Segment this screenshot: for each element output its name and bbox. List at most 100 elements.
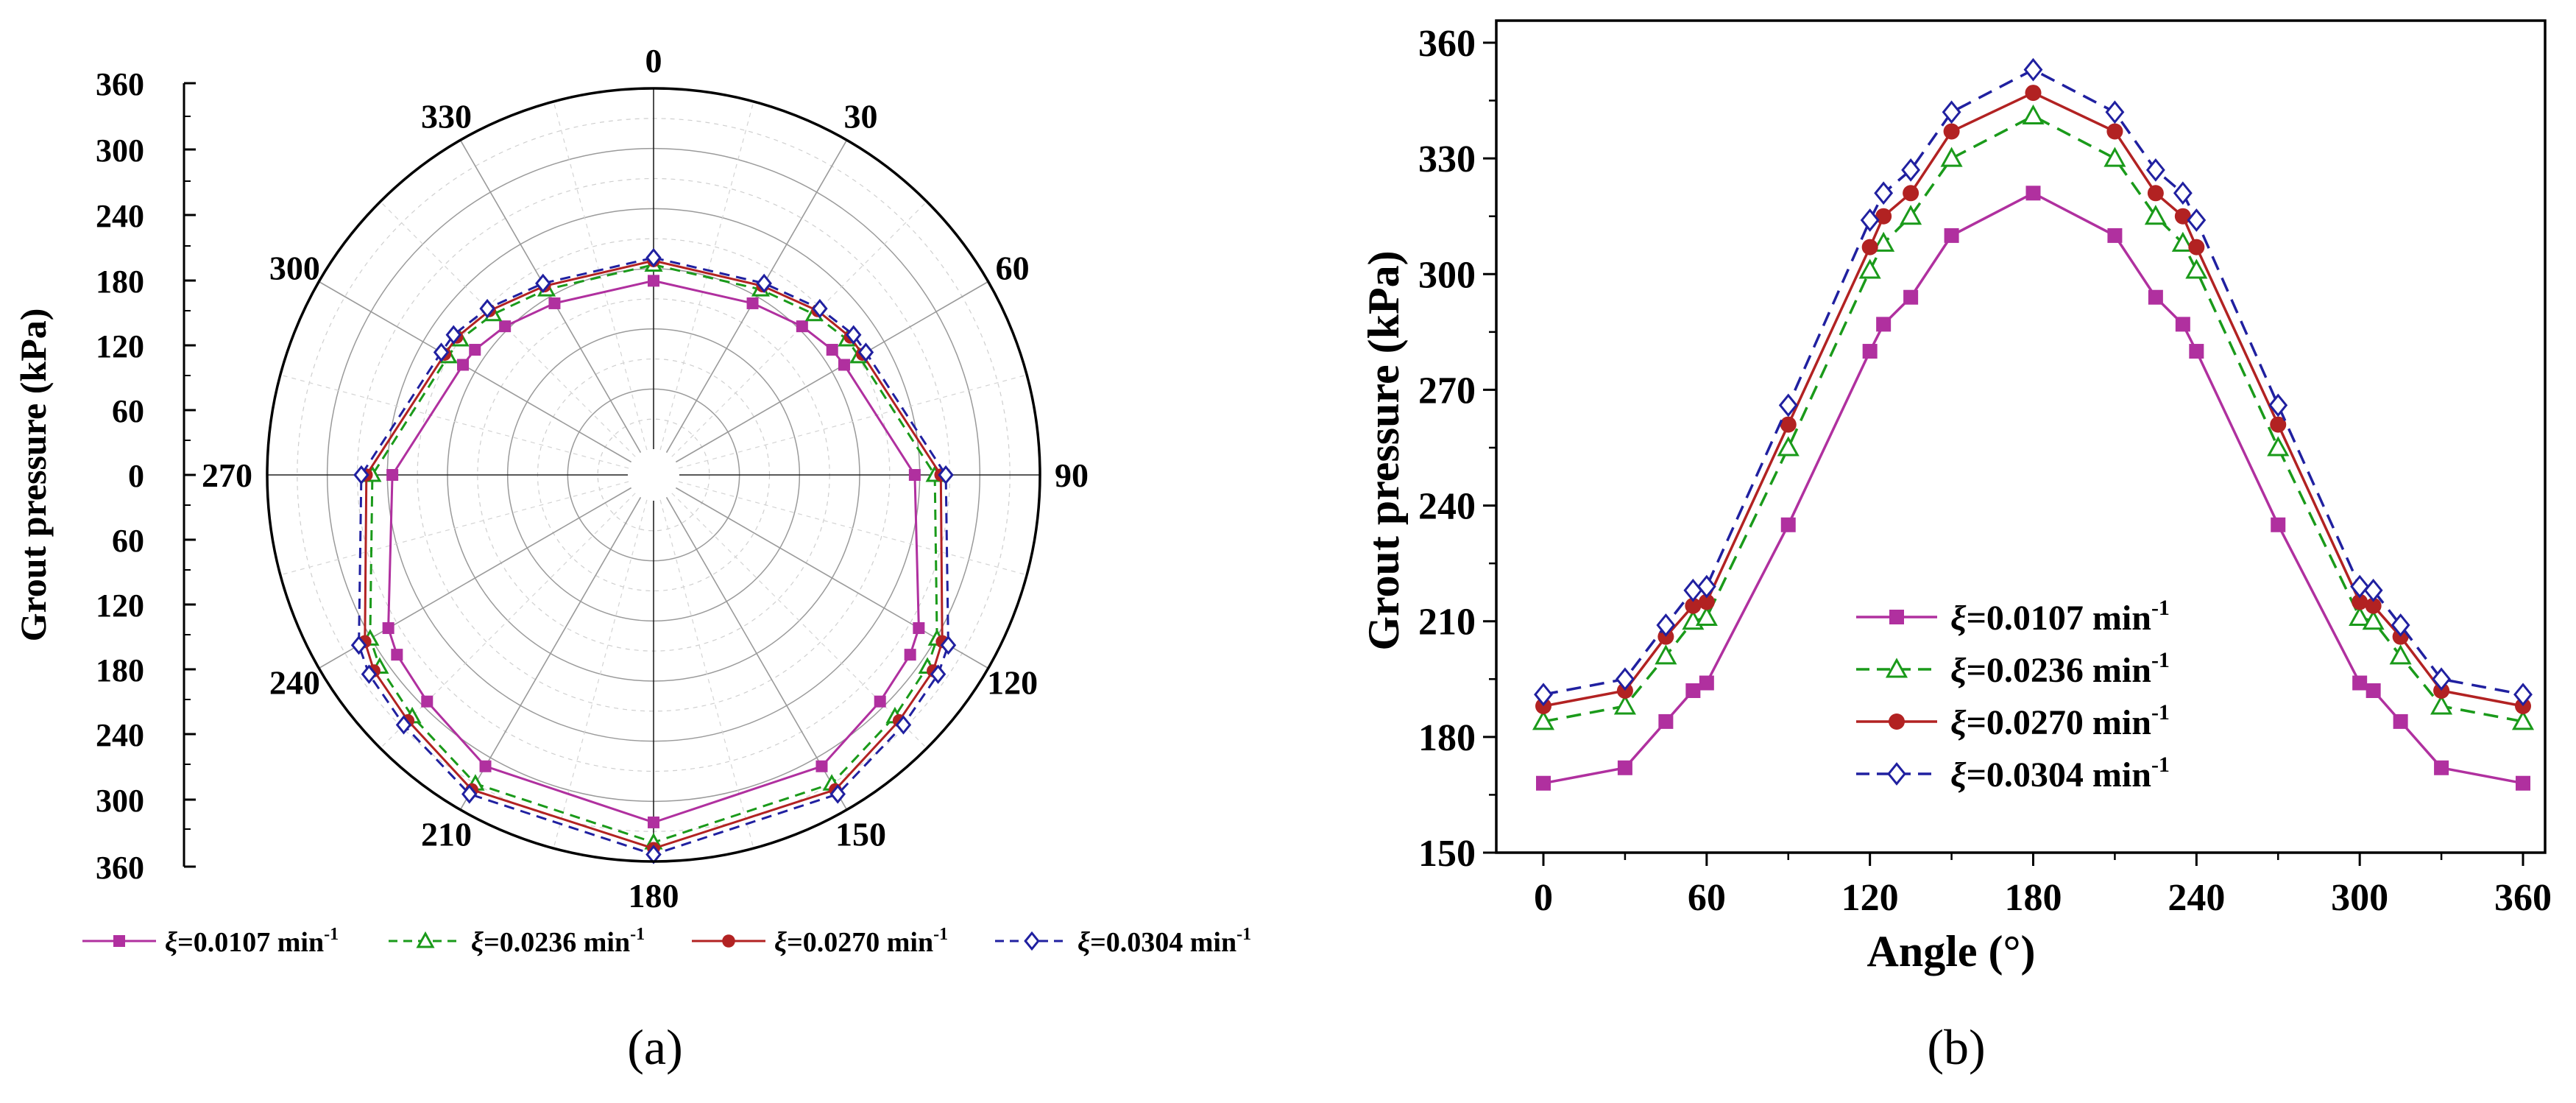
polar-series [350, 247, 957, 864]
data-point [2432, 667, 2452, 691]
line-legend-item-3: ξ=0.0270 min-1 [1856, 700, 2170, 742]
data-point [2365, 597, 2382, 614]
x-axis-tick-label: 360 [2494, 877, 2552, 919]
polar-series-1 [382, 275, 925, 828]
polar-data-point [648, 275, 659, 287]
polar-outer-ring [266, 87, 1041, 863]
data-point [2148, 289, 2163, 305]
polar-data-point [857, 342, 874, 362]
polar-data-point [499, 320, 512, 333]
data-point [1655, 644, 1677, 665]
data-point [1685, 683, 1701, 698]
line-series-1 [1536, 186, 2530, 791]
y-axis-tick-label: 180 [1418, 717, 1476, 759]
radial-axis-tick-label: 60 [112, 393, 144, 429]
polar-spoke [665, 496, 848, 811]
line-legend-label: ξ=0.0270 min-1 [1950, 700, 2170, 742]
radial-axis-tick-label: 180 [96, 264, 144, 300]
x-axis-tick-label: 180 [2005, 877, 2062, 919]
y-axis-tick-label: 270 [1418, 370, 1476, 412]
polar-data-point [796, 320, 808, 333]
line-legend-item-1: ξ=0.0107 min-1 [1856, 596, 2170, 638]
data-point [2022, 104, 2045, 125]
polar-minor-spoke [659, 101, 754, 451]
polar-data-point [908, 469, 921, 481]
data-point [2175, 317, 2190, 332]
data-point [2145, 158, 2165, 182]
radial-axis-tick-label: 120 [96, 588, 144, 624]
data-point [2025, 186, 2041, 201]
polar-minor-spoke [553, 499, 648, 849]
polar-data-point [913, 622, 925, 635]
data-point [1780, 416, 1797, 433]
legend-marker-sample [1889, 713, 1905, 730]
data-point [2267, 436, 2290, 457]
y-axis-tick-label: 150 [1418, 833, 1476, 875]
data-point [1534, 683, 1553, 707]
polar-minor-spoke [678, 374, 1027, 469]
data-point [2187, 208, 2207, 232]
polar-minor-spoke [553, 101, 648, 451]
data-point [2352, 675, 2368, 691]
line-y-axis-label: Grout pressure (kPa) [1359, 250, 1408, 650]
radial-axis-tick-label: 300 [96, 783, 144, 819]
line-plot-series [1532, 57, 2535, 791]
polar-axes: 0 30 60 90 120 150 180 210 240 270 300 330 360 300 240… [96, 42, 1089, 915]
data-point [1536, 775, 1551, 791]
panel-label-a: (a) [627, 1019, 682, 1075]
polar-data-point [845, 325, 862, 345]
line-x-axis-label: Angle (°) [1867, 927, 2036, 976]
data-point [2107, 228, 2123, 243]
data-point [2171, 231, 2194, 252]
data-point [1903, 185, 1919, 202]
polar-data-point [645, 247, 662, 268]
legend-marker-sample [1024, 931, 1040, 951]
data-point [1778, 393, 1798, 417]
data-point [1862, 344, 1878, 359]
polar-angle-tick-label: 90 [1055, 457, 1089, 494]
polar-data-point [756, 273, 772, 294]
data-point [2174, 208, 2191, 225]
data-point [2268, 393, 2288, 417]
legend-marker-sample [1885, 658, 1908, 678]
legend-marker-sample [1889, 610, 1904, 624]
polar-data-point [433, 342, 450, 362]
polar-spoke [675, 281, 989, 463]
polar-data-point [350, 635, 367, 655]
polar-data-point [391, 649, 403, 661]
data-point [1698, 593, 1715, 610]
polar-legend-label: ξ=0.0304 min-1 [1078, 925, 1251, 958]
data-point [1943, 123, 1960, 140]
data-point [1613, 694, 1636, 715]
data-point [2434, 760, 2449, 775]
data-point [1695, 605, 1718, 626]
data-point [2366, 683, 2381, 698]
x-axis-tick-label: 300 [2331, 877, 2388, 919]
polar-data-point [895, 715, 912, 735]
data-point [1696, 574, 1716, 599]
data-point [1900, 205, 1922, 225]
data-point [1940, 147, 1963, 167]
polar-angle-tick-label: 210 [421, 816, 472, 853]
polar-data-point [940, 635, 957, 655]
data-point [2173, 181, 2193, 205]
polar-data-point [469, 344, 481, 356]
data-point [1658, 713, 1674, 729]
polar-data-point [395, 715, 412, 735]
polar-data-point [386, 469, 399, 481]
polar-angle-tick-label: 120 [987, 664, 1038, 702]
polar-series-4 [350, 247, 957, 864]
data-point [2188, 239, 2205, 256]
radial-axis-tick-label: 300 [96, 133, 144, 169]
polar-angle-tick-label: 240 [269, 664, 320, 702]
polar-legend: ξ=0.0107 min-1 ξ=0.0236 min-1 ξ=0.0270 min… [82, 925, 1251, 958]
data-point [2352, 593, 2368, 610]
data-point [2147, 185, 2164, 202]
line-plot-frame: 150 180 210 240 270 300 330 360 0 60 120 180 240 300 3… [1418, 19, 2552, 919]
line-legend-item-4: ξ=0.0304 min-1 [1856, 753, 2170, 794]
data-point [2144, 205, 2167, 225]
panel-label-b: (b) [1927, 1019, 1985, 1075]
x-axis-tick-label: 0 [1534, 877, 1553, 919]
